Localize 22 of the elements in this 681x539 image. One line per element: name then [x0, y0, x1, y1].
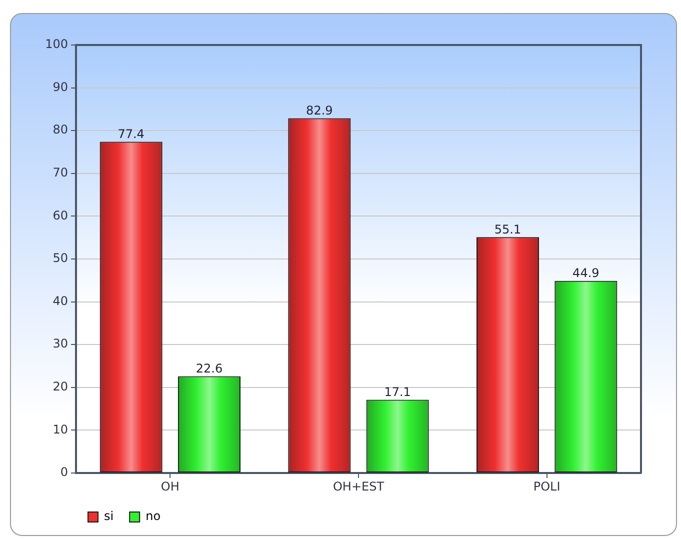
y-tick-label: 0 [60, 465, 68, 480]
y-tick-label: 70 [52, 166, 68, 180]
data-label: 17.1 [384, 384, 411, 399]
data-label: 77.4 [118, 126, 144, 141]
data-label: 82.9 [306, 103, 333, 118]
y-tick-label: 10 [52, 422, 68, 436]
y-tick-label: 20 [52, 380, 68, 394]
y-tick-label: 100 [45, 37, 68, 52]
legend-label: no [146, 509, 161, 524]
x-tick-label: OH+EST [332, 479, 385, 494]
data-label: 55.1 [494, 222, 522, 236]
y-tick-label: 50 [52, 251, 68, 266]
y-tick-label: 80 [52, 122, 68, 137]
y-tick-label: 60 [52, 208, 68, 222]
legend-label: si [104, 509, 114, 524]
data-label: 22.6 [196, 361, 223, 376]
y-tick-label: 40 [52, 294, 68, 308]
y-tick-label: 90 [52, 80, 68, 94]
y-tick-label: 30 [52, 336, 68, 351]
data-label: 44.9 [572, 266, 600, 280]
x-tick-label: OH [160, 479, 180, 494]
x-tick-label: POLI [533, 479, 560, 494]
